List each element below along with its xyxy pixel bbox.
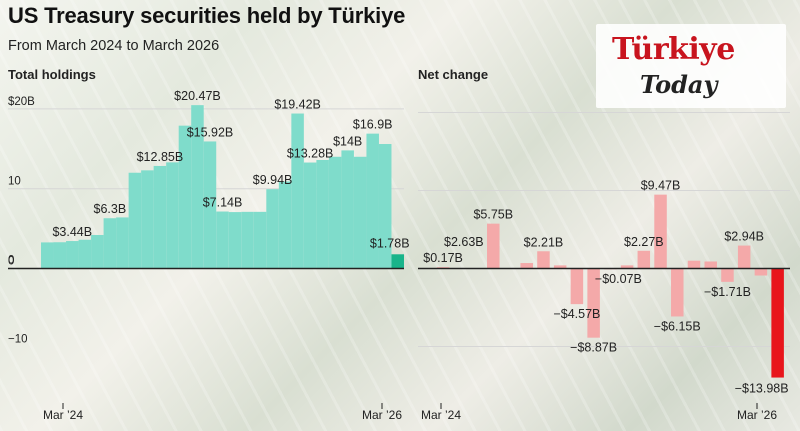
bar bbox=[253, 211, 267, 269]
y-tick-label: 0 bbox=[8, 255, 14, 267]
bar bbox=[487, 223, 500, 269]
bar bbox=[278, 181, 292, 269]
bar bbox=[754, 268, 768, 276]
data-label: $2.94B bbox=[724, 230, 764, 244]
bar bbox=[704, 261, 717, 269]
bar bbox=[166, 162, 179, 269]
bar bbox=[391, 254, 404, 269]
bar bbox=[66, 241, 79, 269]
data-label: $9.47B bbox=[641, 179, 681, 193]
x-tick-label: Mar ’24 bbox=[43, 408, 83, 422]
data-label: $3.44B bbox=[52, 225, 92, 239]
data-label: $14B bbox=[333, 134, 362, 148]
data-label: −$4.57B bbox=[553, 307, 600, 321]
data-label: $19.42B bbox=[274, 98, 321, 112]
bar bbox=[128, 172, 142, 269]
bar bbox=[737, 245, 751, 269]
y-tick-label: 10 bbox=[8, 176, 21, 188]
y-tick-label: $20B bbox=[8, 96, 35, 108]
bar bbox=[570, 268, 584, 305]
bar bbox=[91, 234, 104, 269]
data-label: $20.47B bbox=[174, 89, 221, 103]
data-label: $16.9B bbox=[353, 118, 393, 132]
data-label: $12.85B bbox=[137, 150, 184, 164]
data-label: $5.75B bbox=[473, 208, 513, 222]
bar bbox=[316, 159, 329, 269]
bar bbox=[587, 268, 600, 338]
turkiye-today-logo: Türkiye Today bbox=[596, 24, 786, 108]
data-label: $9.94B bbox=[253, 173, 293, 187]
data-label: −$0.07B bbox=[595, 272, 642, 286]
bar bbox=[378, 144, 392, 269]
data-label: $2.27B bbox=[624, 235, 664, 249]
data-label: $1.78B bbox=[370, 236, 410, 250]
bar bbox=[266, 189, 279, 269]
x-tick-label: Mar ’24 bbox=[421, 408, 461, 422]
bar bbox=[620, 265, 634, 269]
data-label: $13.28B bbox=[287, 147, 334, 161]
data-label: −$8.87B bbox=[570, 341, 617, 355]
bar bbox=[241, 211, 254, 269]
bar bbox=[771, 268, 784, 378]
bar bbox=[520, 263, 533, 269]
bar bbox=[228, 212, 242, 269]
net-change-chart bbox=[418, 112, 790, 409]
total-holdings-chart bbox=[8, 105, 404, 409]
bar bbox=[216, 211, 229, 269]
panel-title: Total holdings bbox=[8, 67, 96, 82]
y-tick-label: −10 bbox=[8, 334, 28, 346]
bar bbox=[687, 260, 701, 269]
bar bbox=[637, 250, 651, 269]
bar bbox=[153, 165, 167, 269]
bar bbox=[41, 242, 54, 269]
bar bbox=[103, 218, 117, 269]
y-tick-label: 0 bbox=[8, 256, 14, 268]
bar bbox=[537, 251, 550, 269]
x-tick-label: Mar ’26 bbox=[362, 408, 402, 422]
bar bbox=[203, 141, 217, 269]
bar bbox=[53, 242, 67, 269]
panel-title: Net change bbox=[418, 67, 488, 82]
bar bbox=[116, 217, 129, 269]
data-label: −$1.71B bbox=[704, 285, 751, 299]
bar bbox=[553, 265, 567, 269]
data-label: −$6.15B bbox=[654, 319, 701, 333]
bar bbox=[291, 113, 304, 269]
bar bbox=[141, 170, 154, 269]
data-label: $2.21B bbox=[524, 235, 564, 249]
chart-title: US Treasury securities held by Türkiye bbox=[8, 3, 406, 28]
chart-subtitle: From March 2024 to March 2026 bbox=[8, 38, 220, 54]
bar bbox=[178, 125, 192, 269]
bar bbox=[654, 194, 667, 269]
data-label: −$13.98B bbox=[735, 382, 789, 396]
bar bbox=[328, 156, 342, 269]
bar bbox=[353, 156, 367, 269]
data-label: $6.3B bbox=[94, 202, 127, 216]
data-label: $2.63B bbox=[444, 235, 484, 249]
bar bbox=[721, 268, 734, 282]
bar bbox=[341, 150, 354, 269]
x-tick-label: Mar ’26 bbox=[737, 408, 777, 422]
bar bbox=[671, 268, 684, 317]
logo-main-text: Türkiye bbox=[612, 32, 735, 67]
bar bbox=[191, 105, 204, 269]
data-label: $7.14B bbox=[203, 196, 243, 210]
bar bbox=[366, 133, 379, 269]
data-label: $15.92B bbox=[187, 125, 234, 139]
bar bbox=[303, 162, 317, 269]
logo-sub-text: Today bbox=[640, 70, 718, 99]
data-label: $0.17B bbox=[423, 251, 463, 265]
bar bbox=[78, 239, 92, 269]
